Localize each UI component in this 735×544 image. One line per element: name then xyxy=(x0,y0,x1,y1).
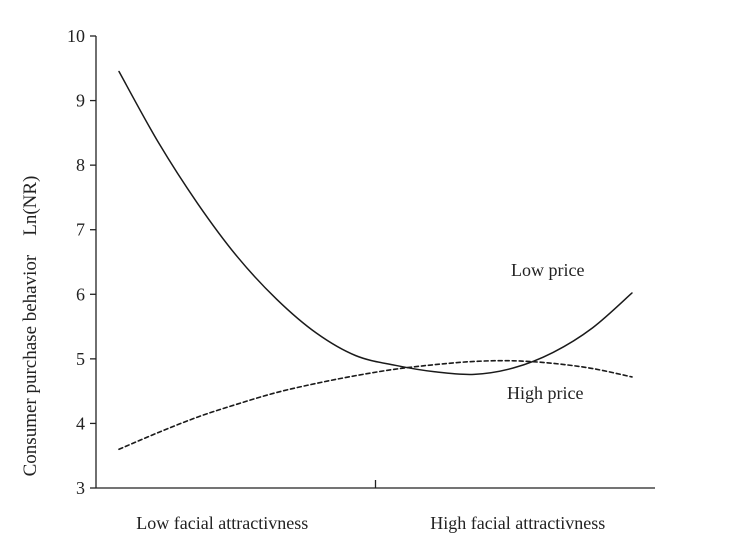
y-tick-label: 4 xyxy=(76,413,85,433)
y-tick-label: 7 xyxy=(76,220,85,240)
y-tick-label: 6 xyxy=(76,284,85,304)
y-tick-label: 3 xyxy=(76,478,85,498)
labels: Consumer purchase behavior Ln(NR) Low pr… xyxy=(20,176,584,477)
series-label-high-price: High price xyxy=(507,383,583,403)
series-label-low-price: Low price xyxy=(511,260,584,280)
series xyxy=(118,70,633,451)
y-ticks: 3 4 5 6 7 8 9 10 xyxy=(67,26,96,498)
y-tick-label: 10 xyxy=(67,26,85,46)
y-tick-label: 8 xyxy=(76,155,85,175)
x-tick-label: High facial attractivness xyxy=(430,513,605,533)
x-ticks: Low facial attractivness High facial attr… xyxy=(136,480,605,533)
x-tick-label: Low facial attractivness xyxy=(136,513,308,533)
y-tick-label: 5 xyxy=(76,349,85,369)
y-axis-title: Consumer purchase behavior Ln(NR) xyxy=(20,176,41,477)
y-tick-label: 9 xyxy=(76,91,85,111)
series-line-low-price xyxy=(118,70,633,376)
series-line-high-price xyxy=(118,359,633,451)
